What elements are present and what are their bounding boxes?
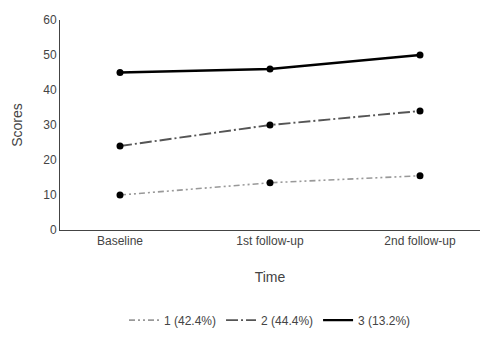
svg-text:Scores: Scores xyxy=(9,103,25,147)
svg-text:60: 60 xyxy=(43,13,57,27)
svg-text:30: 30 xyxy=(43,118,57,132)
svg-text:2 (44.4%): 2 (44.4%) xyxy=(261,314,313,328)
svg-text:Baseline: Baseline xyxy=(97,234,143,248)
svg-text:2nd follow-up: 2nd follow-up xyxy=(384,234,456,248)
svg-text:20: 20 xyxy=(43,153,57,167)
svg-text:Time: Time xyxy=(255,269,286,285)
svg-text:0: 0 xyxy=(50,223,57,237)
svg-text:10: 10 xyxy=(43,188,57,202)
svg-text:50: 50 xyxy=(43,48,57,62)
svg-text:1st follow-up: 1st follow-up xyxy=(236,234,304,248)
svg-text:3 (13.2%): 3 (13.2%) xyxy=(358,314,410,328)
svg-text:1 (42.4%): 1 (42.4%) xyxy=(164,314,216,328)
svg-text:40: 40 xyxy=(43,83,57,97)
